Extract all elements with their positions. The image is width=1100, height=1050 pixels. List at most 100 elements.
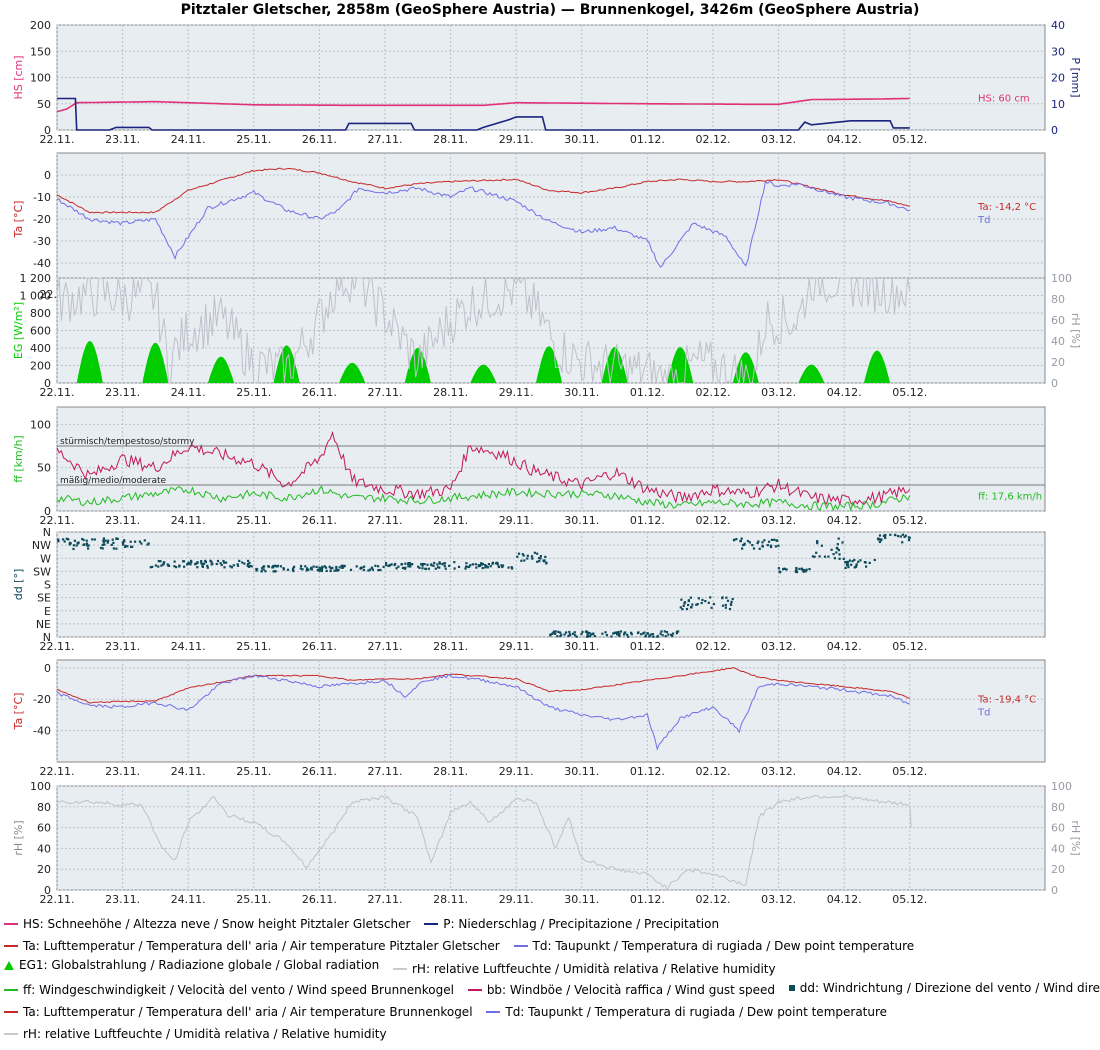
y2-tick-label: 30 xyxy=(1051,45,1065,58)
x-tick-label: 02.12. xyxy=(696,386,731,399)
wind-direction-point xyxy=(112,547,115,550)
wind-direction-point xyxy=(163,561,166,564)
wind-direction-point xyxy=(106,541,109,544)
y2-tick-label: 40 xyxy=(1051,335,1065,348)
wind-direction-point xyxy=(517,552,521,555)
wind-direction-point xyxy=(99,546,103,549)
wind-direction-point xyxy=(246,564,249,567)
x-tick-label: 30.11. xyxy=(564,640,599,653)
wind-direction-point xyxy=(640,633,643,636)
wind-direction-point xyxy=(438,566,441,569)
wind-direction-point xyxy=(820,544,823,547)
x-tick-label: 30.11. xyxy=(564,386,599,399)
wind-direction-point xyxy=(342,565,345,568)
wind-direction-point xyxy=(299,567,302,570)
wind-direction-point xyxy=(497,565,500,568)
wind-direction-point xyxy=(243,562,246,565)
x-tick-label: 24.11. xyxy=(171,386,206,399)
x-tick-label: 28.11. xyxy=(433,386,468,399)
wind-direction-point xyxy=(536,552,539,555)
x-tick-label: 04.12. xyxy=(827,765,862,778)
wind-direction-point xyxy=(605,634,608,637)
y-tick-label: 0 xyxy=(44,377,51,390)
y-tick-label: 400 xyxy=(30,342,51,355)
wind-direction-point xyxy=(526,554,529,557)
wind-direction-point xyxy=(652,635,655,638)
y-tick-label: 0 xyxy=(44,505,51,518)
wind-direction-point xyxy=(588,631,591,635)
wind-direction-point xyxy=(619,630,622,633)
x-tick-label: 05.12. xyxy=(892,514,927,527)
wind-direction-point xyxy=(685,607,689,611)
wind-direction-point xyxy=(318,566,321,569)
wind-direction-point xyxy=(236,563,239,566)
wind-direction-point xyxy=(421,564,424,567)
wind-direction-point xyxy=(201,565,204,568)
wind-direction-point xyxy=(589,633,592,636)
series-line-ff xyxy=(56,484,911,512)
wind-direction-point xyxy=(801,568,804,571)
wind-direction-point xyxy=(489,565,492,568)
x-tick-label: 23.11. xyxy=(105,133,140,146)
wind-direction-point xyxy=(613,631,616,634)
wind-direction-point xyxy=(196,561,199,564)
wind-direction-point xyxy=(565,631,568,634)
wind-direction-point xyxy=(670,633,673,636)
wind-direction-point xyxy=(551,632,554,635)
wind-direction-point xyxy=(556,635,559,638)
legend-row-1: HS: Schneehöhe / Altezza neve / Snow hei… xyxy=(4,914,729,932)
legend-label: Ta: Lufttemperatur / Temperatura dell' a… xyxy=(23,939,500,953)
wind-direction-point xyxy=(903,535,906,538)
wind-direction-point xyxy=(200,560,203,563)
wind-direction-point xyxy=(390,563,393,566)
wind-direction-point xyxy=(816,540,819,543)
wind-direction-point xyxy=(469,564,472,567)
wind-direction-point xyxy=(683,601,687,604)
legend-item-rh: rH: relative Luftfeuchte / Umidità relat… xyxy=(393,962,776,976)
y-tick-label: 50 xyxy=(37,98,51,111)
y-tick-label: 200 xyxy=(30,19,51,32)
wind-direction-point xyxy=(368,568,371,571)
wind-direction-point xyxy=(159,560,162,563)
wind-direction-point xyxy=(73,539,76,542)
wind-direction-point xyxy=(453,567,456,570)
x-tick-label: 29.11. xyxy=(499,765,534,778)
x-tick-label: 29.11. xyxy=(499,640,534,653)
wind-direction-point xyxy=(904,534,907,537)
wind-direction-point xyxy=(643,631,646,634)
x-tick-label: 22.11. xyxy=(40,386,75,399)
wind-direction-point xyxy=(262,565,265,568)
chart-panel-4: 22.11. 23.11. 24.11. 25.11. 26.11. 27.11. 28.1… xyxy=(12,406,1046,527)
wind-direction-point xyxy=(691,603,694,606)
legend-item-ff: ff: Windgeschwindigkeit / Velocità del v… xyxy=(4,983,454,997)
wind-direction-point xyxy=(320,567,324,571)
y2-axis-label: rH [%] xyxy=(1069,313,1082,348)
y2-axis-label: rH [%] xyxy=(1069,820,1082,855)
y-tick-label: N xyxy=(43,631,51,644)
wind-direction-point xyxy=(377,569,380,572)
wind-direction-point xyxy=(329,567,332,570)
wind-direction-point xyxy=(204,560,207,564)
x-tick-label: 29.11. xyxy=(499,893,534,906)
wind-direction-point xyxy=(256,568,259,571)
wind-direction-point xyxy=(617,631,620,634)
x-tick-label: 01.12. xyxy=(630,514,665,527)
wind-direction-point xyxy=(318,569,321,572)
y-tick-label: 200 xyxy=(30,360,51,373)
wind-direction-point xyxy=(707,601,710,604)
wind-direction-point xyxy=(501,565,504,569)
y-tick-label: 40 xyxy=(37,842,51,855)
radiation-area xyxy=(76,341,103,383)
wind-direction-point xyxy=(206,566,209,569)
wind-direction-point xyxy=(248,561,251,565)
wind-direction-point xyxy=(656,634,659,638)
wind-direction-point xyxy=(769,544,773,547)
wind-direction-point xyxy=(813,555,816,558)
wind-direction-point xyxy=(110,543,113,546)
wind-direction-point xyxy=(72,544,75,547)
wind-direction-point xyxy=(310,568,313,571)
wind-direction-point xyxy=(335,569,338,572)
wind-direction-point xyxy=(545,562,548,565)
wind-direction-point xyxy=(585,630,588,633)
x-tick-label: 02.12. xyxy=(696,893,731,906)
